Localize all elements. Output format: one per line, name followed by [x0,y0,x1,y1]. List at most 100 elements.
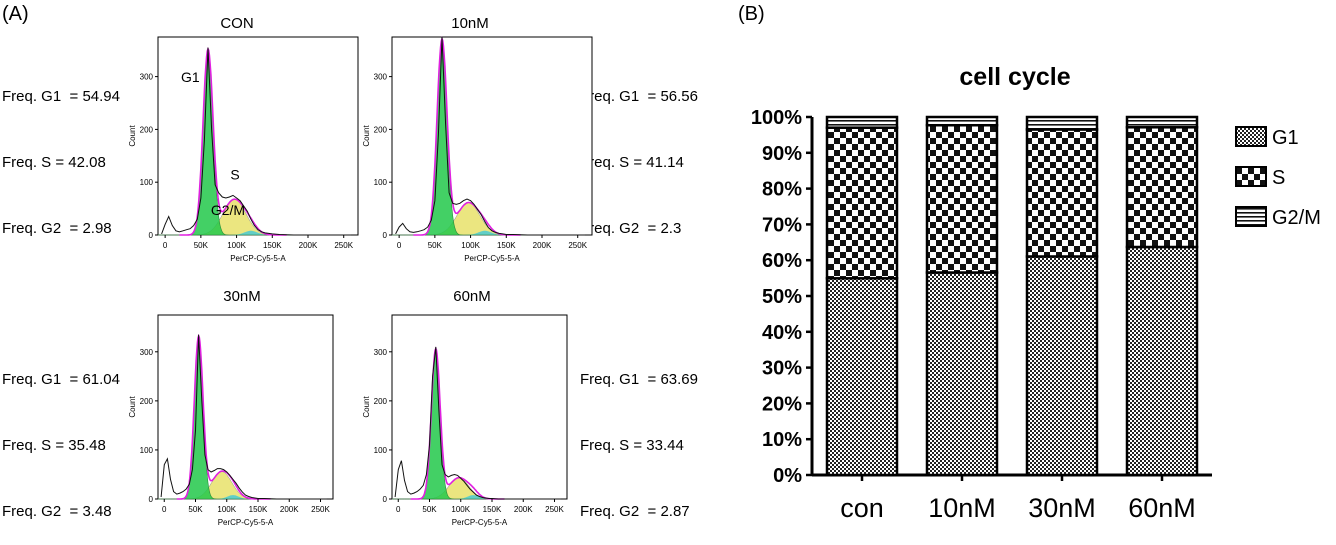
data-histogram-line [160,334,327,500]
y-axis-label: Count [362,396,371,418]
panel-a-label: (A) [2,3,29,25]
y-tick-label: 200 [374,397,388,406]
legend-label: S [1272,167,1285,189]
bar-chart-title: cell cycle [959,63,1070,91]
y-tick-label: 70% [762,214,802,236]
y-tick-label: 200 [140,125,154,134]
y-tick-label: 60% [762,250,802,272]
data-histogram-line [395,36,585,236]
y-tick-label: 300 [140,73,154,82]
histogram-60nm: 60nM 0 100 200 300 0 50K 100K 150K 200K 250K PerCP-… [362,288,568,527]
y-tick-label: 100 [374,178,388,187]
y-tick-label: 100% [751,107,802,129]
freq-s-text: Freq. S = 42.08 [2,154,106,171]
g2m-phase-area [158,495,290,499]
y-axis-label: Count [128,125,137,147]
bar-segment-g2m [825,115,899,129]
freq-g1-text: Freq. G1 = 56.56 [580,88,698,105]
y-axis-label: Count [362,125,371,147]
y-tick-label: 0 [149,231,154,240]
x-tick-label: 50K [428,241,443,250]
y-tick-label: 200 [374,125,388,134]
y-tick-label: 90% [762,143,802,165]
bar-segment-g1 [925,271,999,477]
histogram-10nm: 10nM 0 100 200 300 0 50K 100K 150K 200K 250K PerCP-… [362,15,593,263]
x-tick-label: 100K [227,241,246,250]
x-tick-label: 0 [163,241,168,250]
x-axis-label: PerCP-Cy5-5-A [452,518,508,527]
x-tick-label: 100K [451,505,470,514]
legend-swatch [1235,166,1267,187]
legend-swatch [1235,206,1267,227]
y-tick-label: 50% [762,286,802,308]
freq-g1-text: Freq. G1 = 63.69 [580,371,698,388]
x-axis-label: PerCP-Cy5-5-A [218,518,274,527]
y-tick-label: 40% [762,322,802,344]
y-tick-label: 0% [773,465,802,487]
g2m-peak-label: G2/M [211,202,245,218]
x-axis-label: PerCP-Cy5-5-A [230,254,286,263]
x-tick-label: 50K [422,505,437,514]
g1-peak-label: G1 [181,69,200,85]
x-tick-label: 0 [396,505,401,514]
data-histogram-line [394,346,561,500]
histogram-title: 60nM [453,288,491,305]
y-tick-label: 0 [383,231,388,240]
y-tick-label: 80% [762,179,802,201]
y-tick-label: 300 [140,348,154,357]
x-tick-label: con [840,493,884,523]
histogram-panels: CON 0 100 200 300 0 50K 100K 150K 200K 250K PerCP-C… [128,15,593,527]
freq-block-con: Freq. G1 = 54.94 Freq. S = 42.08 Freq. G… [2,42,120,262]
y-tick-label: 100 [140,446,154,455]
bar-segment-g1 [1025,255,1099,477]
model-fit-line [176,333,271,500]
x-tick-label: 150K [483,505,502,514]
plot-frame [391,36,593,236]
bar-segment-s [825,126,899,280]
y-tick-label: 0 [383,495,388,504]
x-tick-label: 60nM [1128,493,1196,523]
freq-g1-text: Freq. G1 = 61.04 [2,371,120,388]
histogram-title: 10nM [451,15,489,32]
x-tick-label: 30nM [1028,493,1096,523]
y-axis-label: Count [128,396,137,418]
freq-s-text: Freq. S = 35.48 [2,437,106,454]
model-fit-line [413,36,521,236]
freq-block-60nm: Freq. G1 = 63.69 Freq. S = 33.44 Freq. G… [580,325,698,545]
x-tick-label: 200K [514,505,533,514]
histogram-title: CON [220,15,253,32]
x-tick-label: 100K [217,505,236,514]
legend-label: G1 [1272,127,1299,149]
x-tick-label: 200K [299,241,318,250]
x-tick-label: 250K [311,505,330,514]
freq-block-30nm: Freq. G1 = 61.04 Freq. S = 35.48 Freq. G… [2,325,120,545]
bar-segment-g2m [1125,115,1199,129]
x-tick-label: 250K [334,241,353,250]
bar-segment-g1 [825,277,899,477]
y-tick-label: 0 [149,495,154,504]
bar-segment-g2m [1025,115,1099,131]
y-tick-label: 300 [374,348,388,357]
freq-s-text: Freq. S = 33.44 [580,437,684,454]
histogram-con: CON 0 100 200 300 0 50K 100K 150K 200K 250K PerCP-C… [128,15,359,263]
freq-g2-text: Freq. G2 = 2.98 [2,220,112,237]
x-tick-label: 200K [280,505,299,514]
bar-segment-s [1125,126,1199,249]
plot-frame [157,36,359,236]
x-tick-label: 50K [188,505,203,514]
legend-swatch [1235,126,1267,147]
y-tick-label: 100 [140,178,154,187]
plot-frame [157,314,334,500]
x-tick-label: 150K [249,505,268,514]
freq-g2-text: Freq. G2 = 3.48 [2,503,112,520]
legend-label: G2/M [1272,207,1321,229]
x-tick-label: 10nM [928,493,996,523]
y-tick-label: 20% [762,393,802,415]
y-tick-label: 300 [374,73,388,82]
x-tick-label: 200K [533,241,552,250]
x-tick-label: 250K [568,241,587,250]
y-tick-label: 100 [374,446,388,455]
freq-g2-text: Freq. G2 = 2.87 [580,503,690,520]
x-tick-label: 50K [194,241,209,250]
